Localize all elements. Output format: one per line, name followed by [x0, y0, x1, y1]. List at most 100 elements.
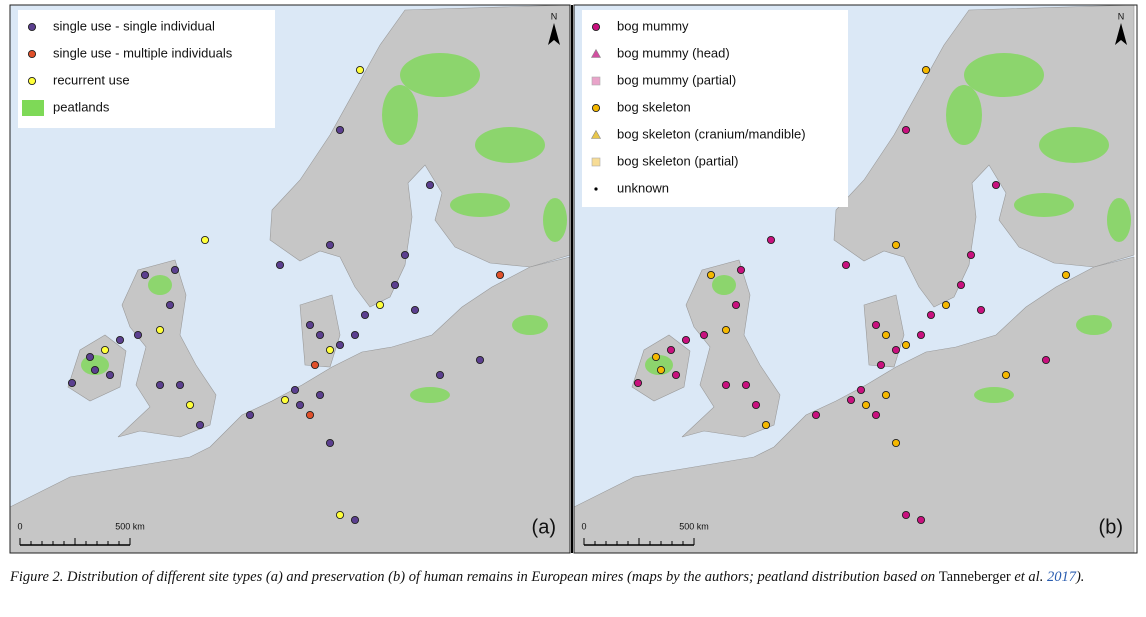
scale-label: 500 km [679, 521, 709, 531]
symbol [200, 235, 210, 245]
symbol [699, 330, 709, 340]
symbol [916, 515, 926, 525]
symbol [355, 65, 365, 75]
legend-label: unknown [617, 180, 669, 195]
north-arrow [1115, 23, 1127, 45]
symbol [891, 438, 901, 448]
symbol [590, 129, 602, 139]
symbol [275, 260, 285, 270]
symbol [280, 395, 290, 405]
symbol [956, 280, 966, 290]
symbol [495, 270, 505, 280]
panel-frame [573, 4, 1138, 554]
symbol [27, 49, 37, 59]
north-arrow [548, 23, 560, 45]
caption-reference: 2017 [1046, 569, 1076, 585]
symbol [185, 400, 195, 410]
symbol [966, 250, 976, 260]
symbol [325, 345, 335, 355]
legend-label: single use - multiple individuals [53, 45, 233, 60]
symbol [165, 300, 175, 310]
symbol [1001, 370, 1011, 380]
figure: single use - single individual single use… [9, 4, 1138, 554]
symbol [315, 390, 325, 400]
symbol [666, 345, 676, 355]
symbol [861, 400, 871, 410]
symbol [400, 250, 410, 260]
north-label: N [1118, 11, 1125, 21]
symbol [871, 320, 881, 330]
symbol [651, 352, 661, 362]
legend-label: bog mummy (partial) [617, 72, 736, 87]
symbol [67, 378, 77, 388]
symbol [901, 125, 911, 135]
symbol [846, 395, 856, 405]
symbol [901, 510, 911, 520]
symbol [305, 320, 315, 330]
symbol [245, 410, 255, 420]
symbol [335, 340, 345, 350]
symbol [425, 180, 435, 190]
symbol [721, 380, 731, 390]
symbol [681, 335, 691, 345]
panel-b [573, 4, 1135, 554]
symbol [360, 310, 370, 320]
symbol [881, 390, 891, 400]
panel-tag: (a) [532, 516, 556, 538]
symbol [410, 305, 420, 315]
symbol [976, 305, 986, 315]
symbol [811, 410, 821, 420]
symbol [335, 510, 345, 520]
symbol [591, 103, 601, 113]
symbol [941, 300, 951, 310]
legend-box [18, 10, 275, 128]
symbol [85, 352, 95, 362]
symbol [22, 100, 44, 116]
legend-label: bog mummy [617, 18, 689, 33]
symbol [155, 325, 165, 335]
caption-text: ). [1075, 569, 1085, 585]
symbol [731, 300, 741, 310]
site-points [633, 65, 1071, 525]
symbol [881, 330, 891, 340]
caption-text: et al. [1010, 569, 1047, 585]
symbol [736, 265, 746, 275]
symbol [991, 180, 1001, 190]
symbol [901, 340, 911, 350]
symbol [90, 365, 100, 375]
symbol [891, 345, 901, 355]
symbol [671, 370, 681, 380]
symbol [891, 240, 901, 250]
legend-label: bog skeleton (cranium/mandible) [617, 126, 806, 141]
symbol [295, 400, 305, 410]
panel-a [9, 4, 571, 554]
symbol [871, 410, 881, 420]
symbol [290, 385, 300, 395]
symbol [1041, 355, 1051, 365]
symbol [591, 22, 601, 32]
symbol [1061, 270, 1071, 280]
symbol [325, 438, 335, 448]
symbol [633, 378, 643, 388]
legend-label: bog mummy (head) [617, 45, 730, 60]
symbol [856, 385, 866, 395]
symbol [721, 325, 731, 335]
symbol [751, 400, 761, 410]
symbol [876, 360, 886, 370]
legend-label: recurrent use [53, 72, 130, 87]
symbol [133, 330, 143, 340]
symbol [140, 270, 150, 280]
symbol [335, 125, 345, 135]
panel-frame [9, 4, 571, 554]
symbol [594, 187, 598, 191]
symbol [766, 235, 776, 245]
symbol [706, 270, 716, 280]
legend-label: peatlands [53, 99, 110, 114]
caption: Figure 2. Distribution of different site… [10, 568, 1140, 587]
symbol [591, 76, 601, 86]
symbol [100, 345, 110, 355]
scale-label: 500 km [115, 521, 145, 531]
symbol [175, 380, 185, 390]
caption-text: Figure 2. Distribution of different site… [10, 569, 939, 585]
